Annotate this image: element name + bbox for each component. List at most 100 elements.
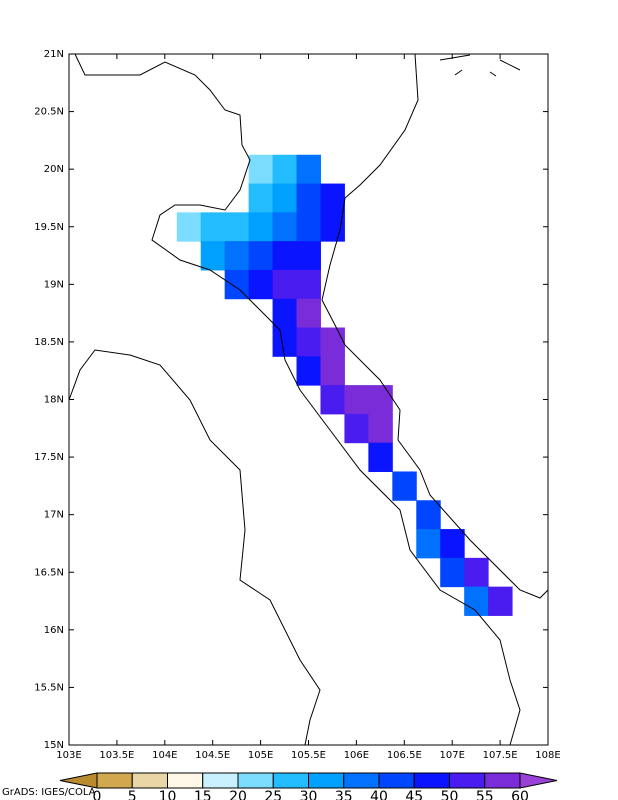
grid-cell <box>296 356 321 386</box>
colorbar-label: 20 <box>229 789 247 800</box>
colorbar-box <box>96 772 133 789</box>
x-tick-label: 105.5E <box>291 750 326 761</box>
colorbar-label: 35 <box>335 789 353 800</box>
colorbar-box <box>167 772 204 789</box>
grid-cell <box>272 327 298 357</box>
colorbar-label: 45 <box>405 789 423 800</box>
colorbar-label: 25 <box>264 789 282 800</box>
grid-cell <box>200 241 226 271</box>
colorbar-box <box>413 772 450 789</box>
x-tick-label: 106.5E <box>387 750 422 761</box>
border <box>68 349 321 746</box>
grid-cell <box>416 529 441 559</box>
grid-cell <box>296 212 321 242</box>
colorbar: 0 5 10 15 20 25 30 35 40 45 50 55 60 <box>59 772 558 800</box>
grid-cell <box>464 557 489 588</box>
grid-cell <box>320 212 345 242</box>
grid-cell <box>272 269 298 300</box>
grid-cell <box>272 241 298 271</box>
colorbar-box <box>308 772 345 789</box>
y-tick-label: 15N <box>44 740 64 751</box>
grid-cell <box>416 500 441 530</box>
grid-cell <box>368 413 393 444</box>
y-tick-label: 18N <box>44 395 64 406</box>
grid-cell <box>224 241 250 271</box>
y-tick-label: 20.5N <box>34 107 64 118</box>
grid-cell <box>248 183 274 213</box>
axes: 103E 103.5E 104E 104.5E 105E 105.5E 106E 106.5E… <box>34 49 560 761</box>
colorbar-box <box>378 772 415 789</box>
grid-cell <box>272 154 298 185</box>
border <box>74 53 521 746</box>
x-tick-label: 104E <box>152 750 177 761</box>
grid-cell <box>440 557 465 588</box>
grid-cell <box>368 442 393 472</box>
grid-cell <box>296 154 321 185</box>
x-tick-label: 105E <box>248 750 273 761</box>
grid-cell <box>296 241 321 271</box>
coastlines <box>68 53 549 746</box>
grid-cell <box>176 212 202 242</box>
x-tick-label: 104.5E <box>195 750 230 761</box>
grid-cell <box>488 586 513 616</box>
y-tick-label: 17N <box>44 510 64 521</box>
colorbar-box <box>237 772 274 789</box>
map-layer <box>176 154 513 616</box>
colorbar-label: 50 <box>441 789 459 800</box>
grid-cell <box>368 385 393 415</box>
grid-cell <box>392 471 417 501</box>
y-tick-label: 17.5N <box>34 452 64 463</box>
grid-cell <box>248 212 274 242</box>
grid-cell <box>272 183 298 213</box>
x-tick-label: 103.5E <box>99 750 134 761</box>
x-tick-label: 108E <box>535 750 560 761</box>
grid-cell <box>248 154 274 185</box>
colorbar-label: 55 <box>476 789 494 800</box>
colorbar-label: 40 <box>370 789 388 800</box>
grid-cell <box>296 269 321 300</box>
y-tick-label: 19.5N <box>34 222 64 233</box>
grid-cell <box>296 183 321 213</box>
colorbar-label: 5 <box>128 789 137 800</box>
colorbar-over <box>519 772 558 789</box>
x-tick-label: 106E <box>344 750 369 761</box>
grid-cell <box>320 183 345 213</box>
coastline <box>439 54 521 77</box>
grid-cell <box>272 298 298 329</box>
colorbar-box <box>272 772 309 789</box>
grid-cell <box>440 529 465 559</box>
colorbar-box <box>449 772 486 789</box>
colorbar-under <box>59 772 98 789</box>
y-tick-label: 19N <box>44 279 64 290</box>
colorbar-label: 30 <box>300 789 318 800</box>
grid-cell <box>224 212 250 242</box>
y-tick-label: 15.5N <box>34 682 64 693</box>
x-tick-label: 107.5E <box>483 750 518 761</box>
grid-cell <box>200 212 226 242</box>
colorbar-label: 15 <box>194 789 212 800</box>
y-tick-label: 16.5N <box>34 567 64 578</box>
footer: GrADS: IGES/COLA <box>2 787 96 798</box>
y-tick-label: 21N <box>44 49 64 60</box>
colorbar-box <box>202 772 239 789</box>
colorbar-label: 60 <box>511 789 529 800</box>
y-tick-label: 18.5N <box>34 337 64 348</box>
grid-cell <box>344 385 369 415</box>
grid-cell <box>320 385 345 415</box>
x-tick-label: 103E <box>56 750 81 761</box>
grid-cell <box>248 241 274 271</box>
colorbar-label: 0 <box>93 789 102 800</box>
colorbar-label: 10 <box>159 789 177 800</box>
x-tick-label: 107E <box>439 750 464 761</box>
colorbar-box <box>343 772 380 789</box>
grid-cell <box>320 356 345 386</box>
grid-cell <box>344 413 369 444</box>
grid-cell <box>320 327 345 357</box>
coastline <box>321 53 549 599</box>
colorbar-box <box>484 772 521 789</box>
grid-cell <box>272 212 298 242</box>
grid-cell <box>296 298 321 329</box>
grid-cell <box>248 269 274 300</box>
y-tick-label: 20N <box>44 164 64 175</box>
